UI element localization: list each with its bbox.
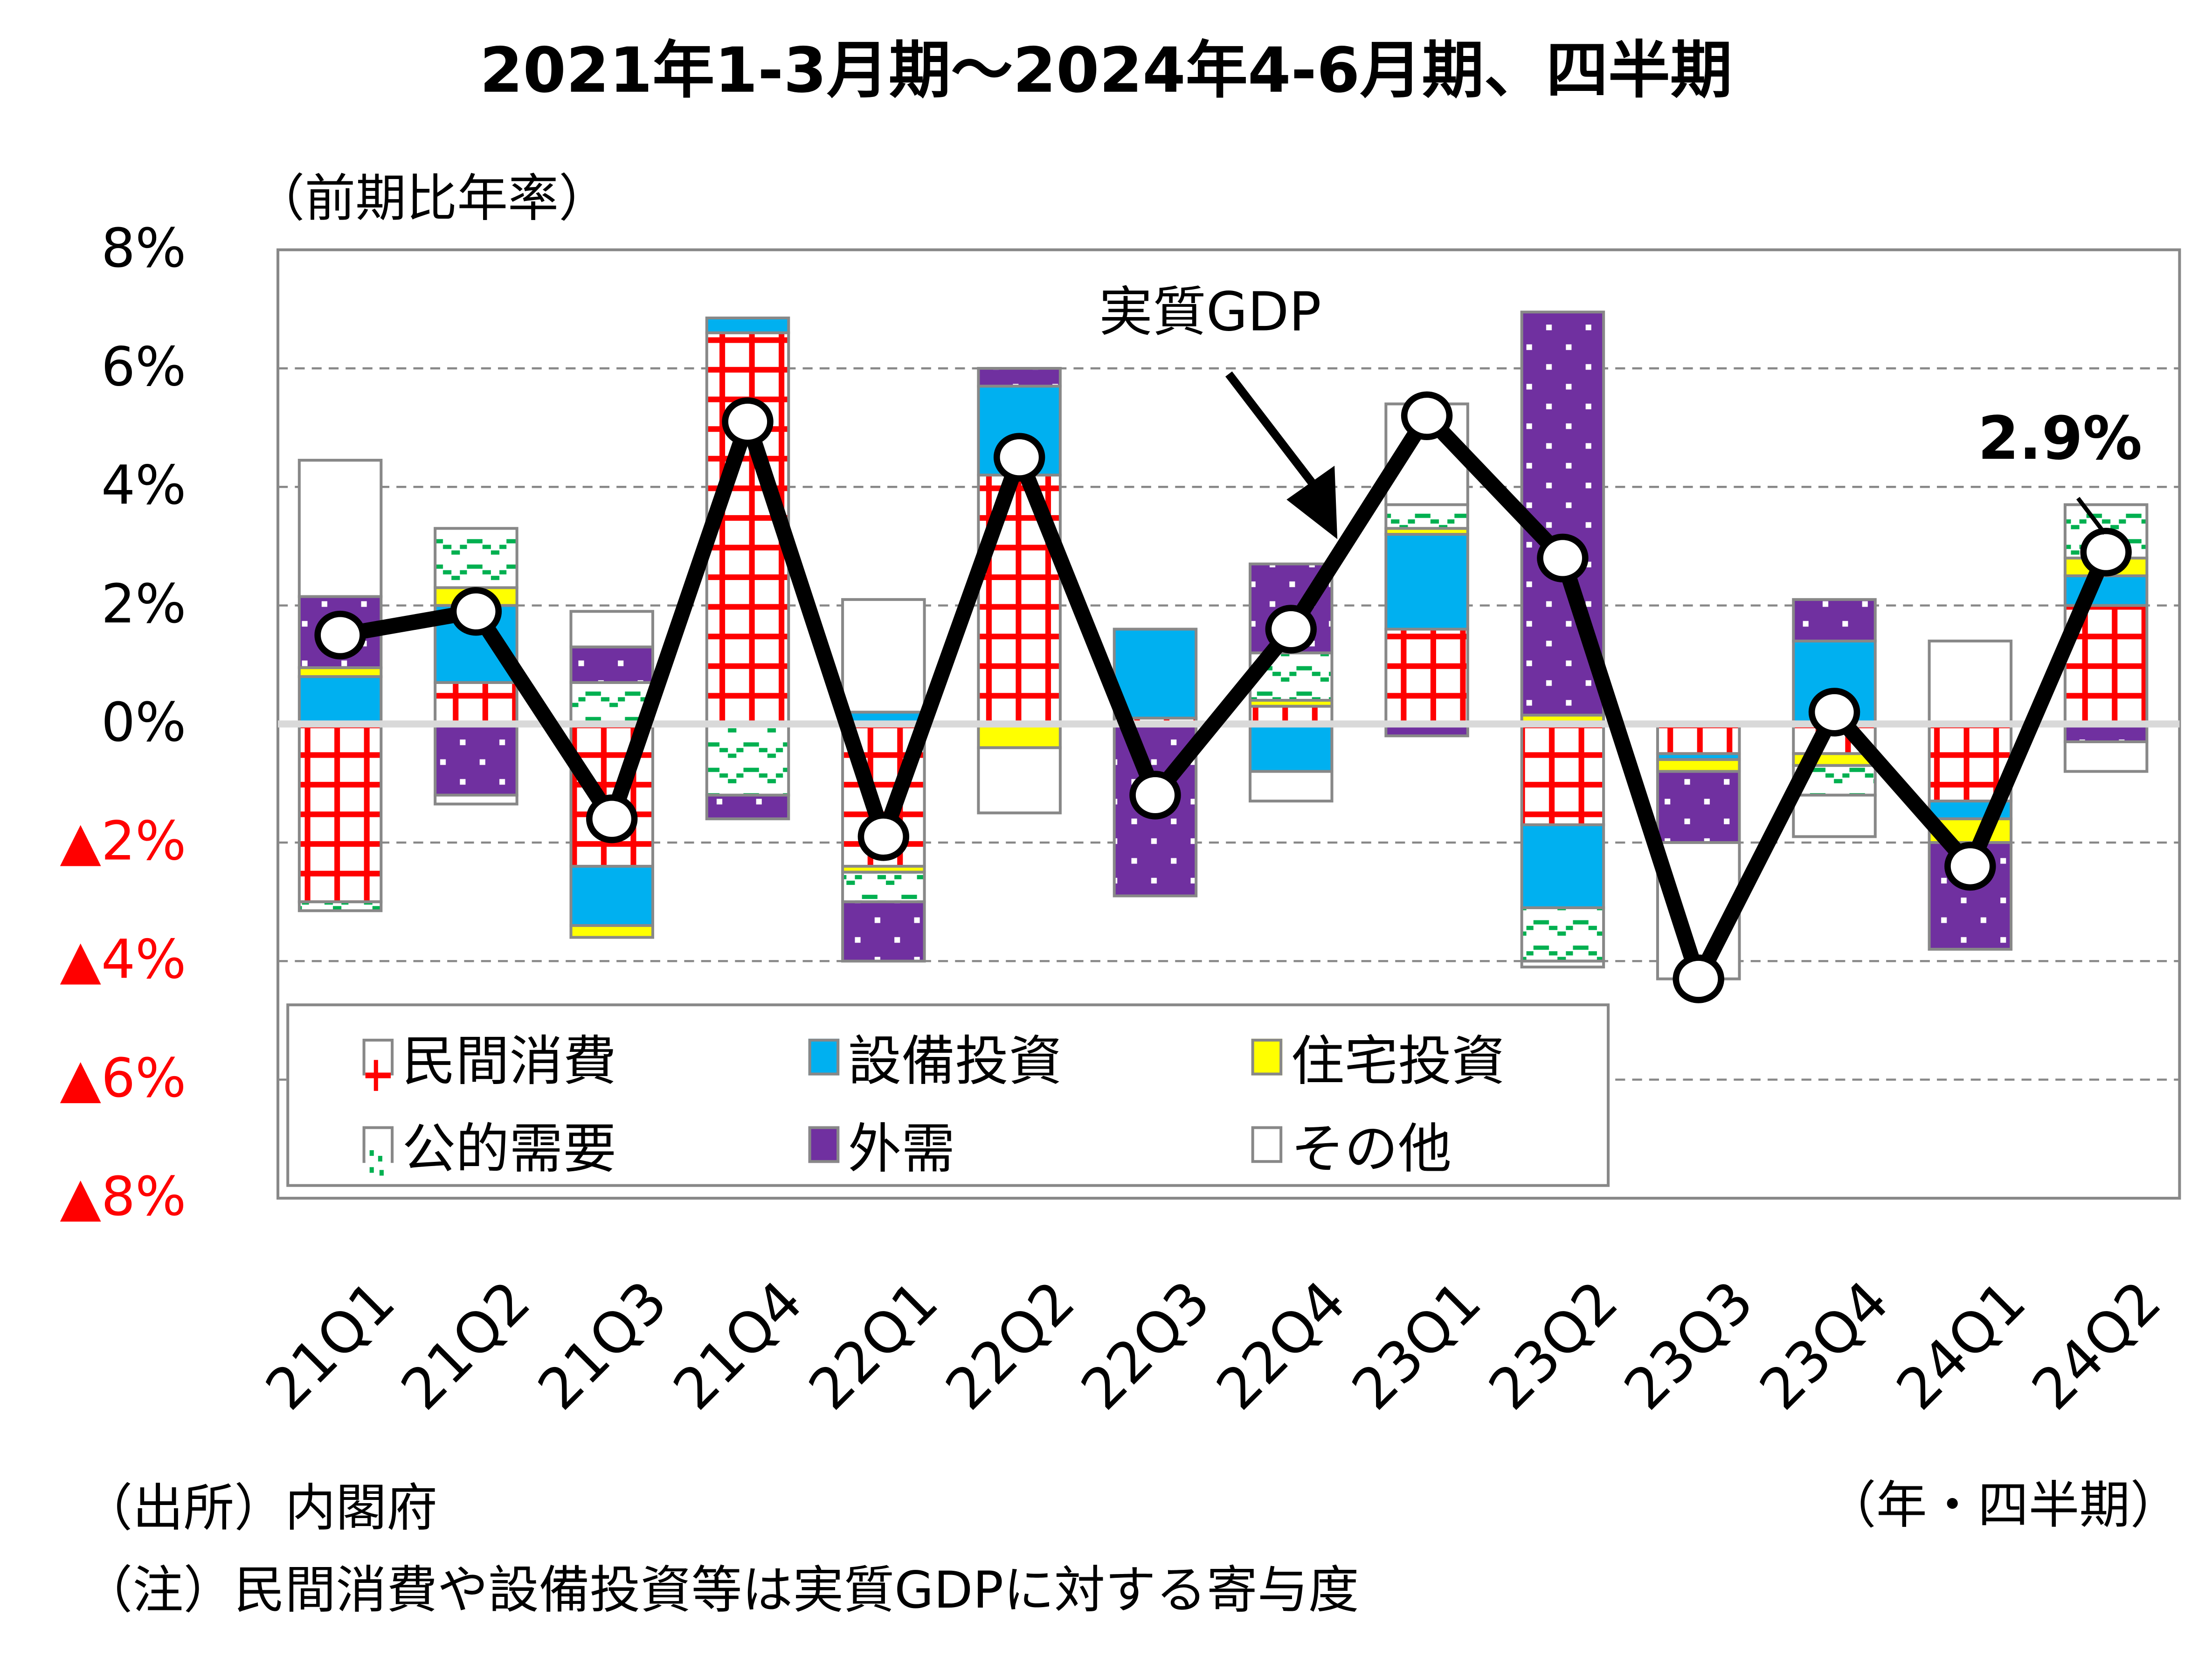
footnote: （注）民間消費や設備投資等は実質GDPに対する寄与度 bbox=[82, 1562, 1359, 1620]
bar-segment bbox=[977, 746, 1062, 815]
bar-segment bbox=[1384, 503, 1469, 530]
bar-segment bbox=[434, 681, 518, 725]
bar-segment bbox=[1248, 770, 1334, 803]
legend-label: 外需 bbox=[848, 1118, 955, 1180]
bar-segment bbox=[1384, 628, 1469, 725]
y-tick-label: 8% bbox=[101, 217, 187, 280]
bar-segment bbox=[434, 722, 518, 797]
gdp-point-22Q4 bbox=[1265, 605, 1317, 654]
gdp-point-24Q2 bbox=[2080, 527, 2132, 577]
bar-segment bbox=[1248, 722, 1334, 773]
source-note: （出所）内閣府 bbox=[82, 1480, 437, 1539]
y-tick-label: ▲6% bbox=[60, 1047, 187, 1110]
bar-segment bbox=[569, 864, 654, 927]
bar-segment bbox=[434, 794, 518, 806]
bar-segment bbox=[841, 598, 926, 714]
legend-label: 住宅投資 bbox=[1291, 1030, 1506, 1092]
bar-segment bbox=[705, 316, 790, 334]
gdp-point-24Q1 bbox=[1944, 842, 1996, 891]
gdp-callout-arrow bbox=[1225, 371, 2107, 539]
legend-item-private-consumption: 民間消費 bbox=[362, 1017, 617, 1095]
bar-segment bbox=[1656, 758, 1741, 773]
bar-segment bbox=[705, 722, 790, 797]
bar-segment bbox=[841, 900, 926, 963]
bar-stack-22Q1 bbox=[841, 598, 926, 963]
gdp-point-21Q2 bbox=[450, 587, 502, 636]
legend-swatch-solid bbox=[1251, 1038, 1283, 1075]
bar-segment bbox=[1520, 823, 1605, 909]
y-tick-label: ▲2% bbox=[60, 810, 187, 872]
bar-segment bbox=[1656, 770, 1741, 844]
bar-segment bbox=[977, 722, 1062, 749]
bar-segment bbox=[1792, 794, 1877, 838]
gdp-point-22Q1 bbox=[857, 812, 910, 861]
bar-segment bbox=[1656, 722, 1741, 755]
bar-segment bbox=[569, 610, 654, 649]
legend-swatch-wave bbox=[362, 1126, 394, 1178]
gdp-point-22Q2 bbox=[993, 433, 1045, 482]
legend-swatch-grid bbox=[362, 1038, 394, 1091]
bar-segment bbox=[569, 645, 654, 684]
bar-segment bbox=[2063, 740, 2149, 773]
bar-segment bbox=[297, 459, 383, 598]
bar-segment bbox=[1384, 532, 1469, 631]
legend-item-other: その他 bbox=[1251, 1105, 1452, 1182]
bar-segment bbox=[977, 367, 1062, 388]
gdp-latest-value-label: 2.9% bbox=[1977, 403, 2143, 473]
gdp-point-21Q1 bbox=[314, 610, 366, 660]
y-axis-unit-label: （前期比年率） bbox=[254, 171, 610, 229]
bar-segment bbox=[297, 675, 383, 725]
y-tick-label: 4% bbox=[101, 454, 187, 517]
y-tick-label: 6% bbox=[101, 336, 187, 398]
gdp-point-21Q4 bbox=[722, 397, 774, 446]
legend-swatch-empty bbox=[1251, 1126, 1283, 1162]
legend-label: 公的需要 bbox=[402, 1118, 617, 1180]
legend-item-capex: 設備投資 bbox=[808, 1017, 1063, 1095]
gdp-point-23Q1 bbox=[1401, 391, 1453, 440]
bar-segment bbox=[705, 794, 790, 821]
gdp-point-22Q3 bbox=[1129, 771, 1181, 820]
legend-label: 設備投資 bbox=[848, 1030, 1063, 1092]
bar-segment bbox=[1928, 639, 2013, 725]
gdp-point-23Q4 bbox=[1808, 688, 1860, 737]
legend-label: 民間消費 bbox=[402, 1030, 617, 1092]
gdp-point-23Q2 bbox=[1537, 533, 1589, 583]
bar-segment bbox=[569, 924, 654, 939]
x-axis-unit-label: （年・四半期） bbox=[1825, 1478, 2181, 1536]
gdp-point-21Q3 bbox=[586, 794, 638, 843]
y-tick-label: 0% bbox=[101, 691, 187, 754]
bar-segment bbox=[1792, 598, 1877, 642]
bar-segment bbox=[297, 722, 383, 904]
bar-stack-21Q4 bbox=[705, 316, 790, 821]
bar-segment bbox=[1520, 960, 1605, 969]
gdp-line bbox=[339, 408, 2113, 987]
legend-item-public-demand: 公的需要 bbox=[362, 1105, 617, 1182]
legend-swatch-solid bbox=[808, 1038, 840, 1075]
legend-item-net-exports: 外需 bbox=[808, 1105, 955, 1182]
bar-stack-22Q4 bbox=[1248, 562, 1334, 803]
chart-legend: 民間消費 設備投資 住宅投資 公的需要 外需 その他 bbox=[286, 1003, 1610, 1187]
y-tick-label: 2% bbox=[101, 573, 187, 635]
y-tick-label: ▲8% bbox=[60, 1166, 187, 1228]
legend-swatch-dots bbox=[808, 1126, 840, 1162]
y-tick-label: ▲4% bbox=[60, 928, 187, 991]
bar-segment bbox=[297, 900, 383, 912]
legend-item-housing: 住宅投資 bbox=[1251, 1017, 1506, 1095]
bar-segment bbox=[434, 527, 518, 589]
bar-segment bbox=[1520, 722, 1605, 827]
gdp-line-series bbox=[314, 391, 2132, 1003]
gdp-point-23Q3 bbox=[1673, 954, 1724, 1003]
bar-stack-21Q1 bbox=[297, 459, 383, 912]
legend-label: その他 bbox=[1291, 1118, 1452, 1180]
chart-title: 2021年1-3月期～2024年4-6月期、四半期 bbox=[479, 35, 1733, 108]
bar-segment bbox=[1520, 906, 1605, 963]
bar-segment bbox=[841, 870, 926, 904]
bar-stack-23Q3 bbox=[1656, 722, 1741, 981]
gdp-callout-label: 実質GDP bbox=[1099, 281, 1321, 343]
